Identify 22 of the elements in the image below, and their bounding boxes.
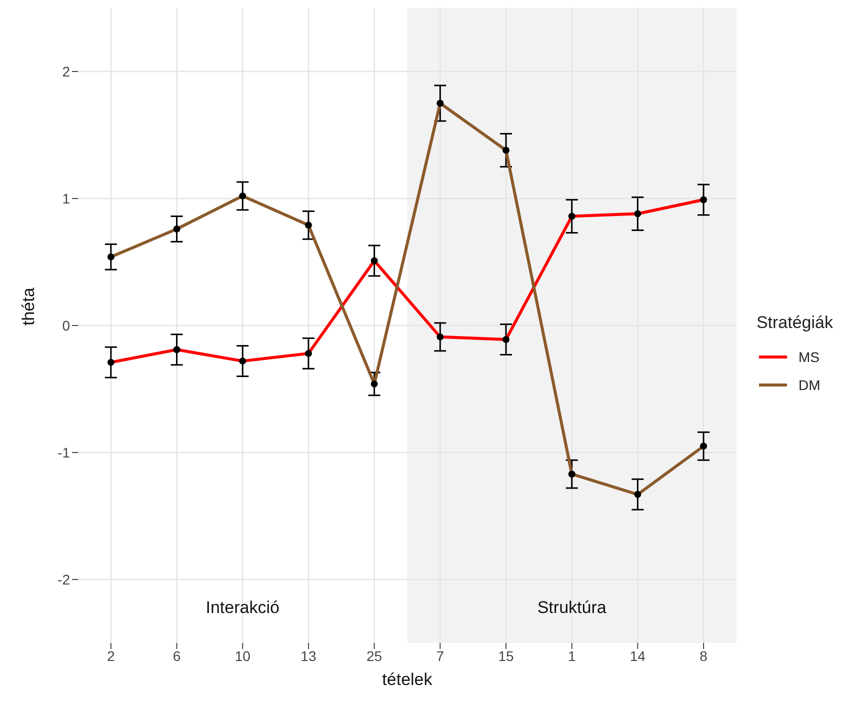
y-tick-label: -1 bbox=[58, 444, 70, 460]
x-tick-label: 8 bbox=[700, 648, 708, 664]
legend-title: Stratégiák bbox=[756, 312, 833, 332]
y-tick-label: -2 bbox=[58, 571, 70, 588]
x-tick-label: 6 bbox=[172, 648, 181, 664]
y-tick-label: 2 bbox=[62, 63, 70, 80]
band-label: Struktúra bbox=[537, 598, 607, 617]
x-tick-label: 25 bbox=[366, 648, 382, 664]
y-axis-title: théta bbox=[19, 287, 38, 326]
x-tick-label: 1 bbox=[568, 648, 576, 664]
x-tick-label: 7 bbox=[436, 648, 444, 664]
legend-label: DM bbox=[798, 376, 820, 392]
x-tick-label: 13 bbox=[300, 648, 316, 664]
x-tick-label: 15 bbox=[498, 648, 514, 664]
x-tick-label: 2 bbox=[107, 648, 116, 664]
x-tick-label: 10 bbox=[234, 648, 251, 664]
y-tick-label: 1 bbox=[62, 190, 70, 206]
x-axis-title: tételek bbox=[382, 670, 433, 689]
annotation: Interakció bbox=[206, 598, 280, 617]
y-tick-label: 0 bbox=[62, 317, 70, 334]
x-tick-label: 14 bbox=[630, 648, 646, 664]
legend-label: MS bbox=[798, 348, 820, 364]
